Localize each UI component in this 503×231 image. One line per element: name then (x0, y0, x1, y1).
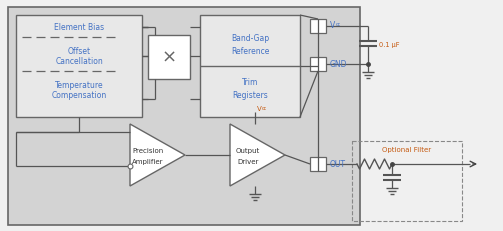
Text: Reference: Reference (231, 47, 269, 56)
Text: Trim: Trim (242, 77, 258, 86)
Text: Offset: Offset (67, 47, 91, 56)
Text: cc: cc (336, 22, 341, 27)
Text: V: V (330, 20, 336, 29)
Text: cc: cc (262, 106, 267, 111)
Bar (352, 141, 462, 221)
Text: Output: Output (236, 147, 260, 153)
Text: Driver: Driver (237, 158, 259, 164)
Bar (8, 8, 360, 225)
Text: V: V (257, 106, 262, 112)
Text: Optional Filter: Optional Filter (382, 146, 432, 152)
Text: Precision: Precision (132, 147, 163, 153)
Text: Compensation: Compensation (51, 91, 107, 100)
Bar (200, 16, 300, 118)
Bar (16, 16, 142, 118)
Text: Amplifier: Amplifier (132, 158, 164, 164)
Text: OUT: OUT (330, 160, 346, 169)
Text: GND: GND (330, 60, 348, 69)
Bar (310, 20, 326, 34)
Polygon shape (230, 125, 285, 186)
Text: Temperature: Temperature (55, 81, 103, 90)
Text: Element Bias: Element Bias (54, 23, 104, 32)
Bar (310, 157, 326, 171)
Text: Registers: Registers (232, 91, 268, 100)
Polygon shape (130, 125, 185, 186)
Text: 0.1 μF: 0.1 μF (379, 42, 399, 48)
Text: ×: × (161, 49, 177, 67)
Bar (148, 36, 190, 80)
Text: Band-Gap: Band-Gap (231, 34, 269, 43)
Bar (310, 58, 326, 72)
Text: Cancellation: Cancellation (55, 57, 103, 66)
